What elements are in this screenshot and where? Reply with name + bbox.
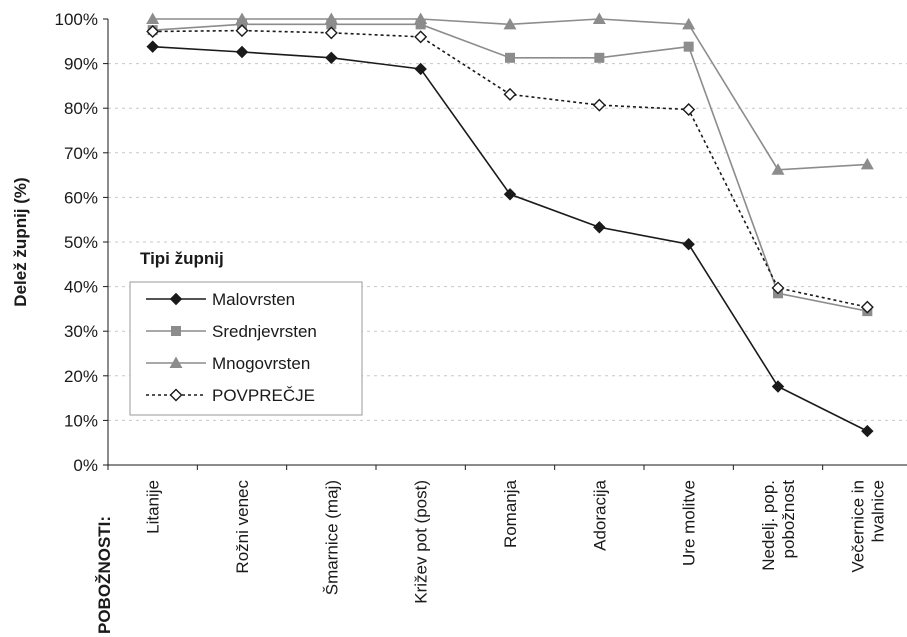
data-point (593, 221, 606, 234)
data-point (771, 163, 785, 175)
data-point (171, 326, 181, 336)
x-tick-label: Nedelj. pop. pobožnost (759, 480, 798, 571)
data-point (235, 12, 249, 24)
axes (103, 18, 907, 470)
x-tick-label-line: Križev pot (post) (412, 480, 431, 604)
y-tick-label: 20% (64, 367, 98, 386)
x-row-label: POBOŽNOSTI: (95, 516, 114, 634)
data-point (146, 40, 159, 53)
x-tick-labels: Litanije Rožni venec Šmarnice (maj) Križev … (144, 479, 888, 603)
data-point (169, 292, 183, 306)
y-tick-label: 10% (64, 411, 98, 430)
y-tick-label: 70% (64, 144, 98, 163)
data-point (592, 12, 606, 24)
y-tick-labels: 0% 10% 20% 30% 40% 50% 60% 70% 80% 90% 100% (55, 10, 98, 475)
data-point (592, 98, 606, 112)
data-point (324, 26, 338, 40)
legend-item: POVPREČJE (146, 386, 315, 405)
y-tick-label: 100% (55, 10, 98, 29)
data-point (326, 19, 337, 30)
x-tick-label-line: Ure molitve (680, 480, 699, 566)
series-3 (146, 12, 874, 175)
x-tick-label-line: pobožnost (779, 480, 798, 559)
x-tick-label-line: Litanije (144, 480, 163, 534)
data-point (414, 12, 428, 24)
data-point (235, 45, 249, 59)
x-tick-label: Križev pot (post) (412, 480, 431, 604)
x-tick-label-line: hvalnice (868, 480, 887, 542)
x-tick-label: Rožni venec (233, 480, 252, 574)
series-group (146, 12, 874, 438)
legend-label: POVPREČJE (212, 386, 315, 405)
x-tick-label: Ure molitve (680, 480, 699, 566)
data-point (682, 103, 696, 117)
x-tick-label: Litanije (144, 480, 163, 534)
data-point (505, 52, 515, 63)
y-tick-label: 0% (73, 456, 98, 475)
series-line (152, 29, 868, 308)
x-tick-label: Adoracija (590, 479, 609, 550)
data-point (860, 157, 874, 170)
series-1 (146, 40, 874, 438)
y-axis-label: Delež župnij (%) (11, 177, 30, 306)
x-tick-label: Romanja (501, 479, 520, 548)
data-point (683, 41, 694, 52)
legend-box (129, 281, 363, 416)
x-tick-label-line: Večernice in (848, 480, 867, 573)
x-tick-label-line: Šmarnice (maj) (322, 480, 341, 595)
y-tick-label: 40% (64, 278, 98, 297)
legend-item: Mnogovrsten (146, 354, 310, 373)
data-point (146, 24, 160, 38)
series-4 (146, 24, 874, 314)
legend-item: Malovrsten (146, 290, 295, 309)
x-tick-label: Šmarnice (maj) (322, 480, 341, 595)
series-line (152, 23, 868, 312)
y-tick-label: 50% (64, 233, 98, 252)
legend-label: Mnogovrsten (212, 354, 310, 373)
x-tick-label-line: Nedelj. pop. (759, 480, 778, 571)
data-point (324, 12, 338, 24)
data-point (860, 300, 874, 314)
data-point (682, 17, 696, 30)
y-tick-label: 60% (64, 188, 98, 207)
data-point (169, 388, 183, 402)
data-point (169, 356, 183, 368)
data-point (771, 281, 785, 295)
data-point (503, 188, 517, 201)
y-tick-label: 90% (64, 55, 98, 74)
data-point (771, 380, 785, 393)
x-tick-label: Večernice in hvalnice (848, 480, 887, 573)
data-point (325, 51, 338, 65)
legend: Tipi župnij Malovrsten Srednjevrsten Mnogo… (129, 249, 363, 416)
data-point (235, 24, 249, 38)
x-tick-label-line: Romanja (501, 479, 520, 548)
legend-item: Srednjevrsten (146, 322, 317, 341)
y-tick-label: 80% (64, 99, 98, 118)
data-point (415, 19, 426, 30)
data-point (594, 52, 605, 63)
legend-label: Srednjevrsten (212, 322, 317, 341)
data-point (682, 238, 695, 251)
legend-title: Tipi župnij (140, 249, 224, 268)
x-tick-label-line: Rožni venec (233, 480, 252, 574)
legend-label: Malovrsten (212, 290, 295, 309)
data-point (503, 17, 517, 30)
y-tick-label: 30% (64, 322, 98, 341)
data-point (414, 62, 427, 76)
data-point (414, 30, 428, 44)
data-point (861, 424, 874, 438)
data-point (503, 87, 517, 101)
x-tick-label-line: Adoracija (590, 479, 609, 550)
data-point (146, 12, 160, 24)
